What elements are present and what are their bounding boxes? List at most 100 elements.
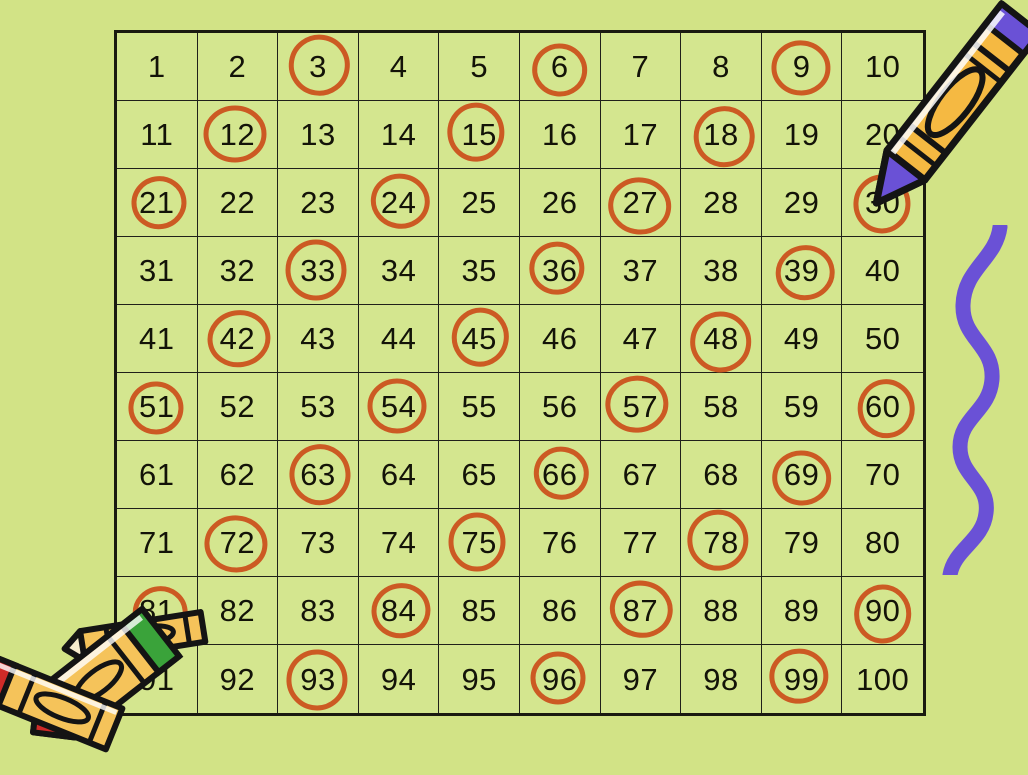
- chart-cell[interactable]: 86: [519, 577, 601, 645]
- chart-cell[interactable]: 100: [842, 645, 923, 713]
- chart-cell[interactable]: 61: [117, 441, 198, 509]
- chart-cell[interactable]: 44: [358, 305, 440, 373]
- chart-cell[interactable]: 93: [278, 645, 359, 713]
- chart-cell[interactable]: 97: [600, 645, 682, 713]
- chart-cell[interactable]: 19: [761, 101, 843, 169]
- chart-cell[interactable]: 23: [278, 169, 359, 237]
- chart-cell[interactable]: 70: [842, 441, 923, 509]
- chart-cell[interactable]: 59: [761, 373, 843, 441]
- chart-cell[interactable]: 79: [761, 509, 843, 577]
- chart-cell[interactable]: 31: [117, 237, 198, 305]
- chart-cell[interactable]: 33: [278, 237, 359, 305]
- chart-cell[interactable]: 42: [197, 305, 279, 373]
- chart-cell[interactable]: 63: [278, 441, 359, 509]
- chart-cell[interactable]: 46: [519, 305, 601, 373]
- chart-cell[interactable]: 56: [519, 373, 601, 441]
- chart-cell[interactable]: 83: [278, 577, 359, 645]
- chart-cell[interactable]: 64: [358, 441, 440, 509]
- chart-cell[interactable]: 17: [600, 101, 682, 169]
- chart-cell[interactable]: 90: [842, 577, 923, 645]
- chart-cell[interactable]: 69: [761, 441, 843, 509]
- chart-cell[interactable]: 14: [358, 101, 440, 169]
- chart-cell[interactable]: 48: [681, 305, 762, 373]
- chart-cell[interactable]: 78: [681, 509, 762, 577]
- chart-cell[interactable]: 67: [600, 441, 682, 509]
- chart-cell[interactable]: 39: [761, 237, 843, 305]
- chart-cell[interactable]: 71: [117, 509, 198, 577]
- chart-cell[interactable]: 96: [519, 645, 601, 713]
- chart-cell[interactable]: 62: [197, 441, 279, 509]
- chart-cell[interactable]: 36: [519, 237, 601, 305]
- chart-cell[interactable]: 54: [358, 373, 440, 441]
- chart-cell[interactable]: 68: [681, 441, 762, 509]
- chart-cell[interactable]: 37: [600, 237, 682, 305]
- chart-cell[interactable]: 13: [278, 101, 359, 169]
- chart-cell[interactable]: 53: [278, 373, 359, 441]
- chart-cell[interactable]: 18: [681, 101, 762, 169]
- chart-cell[interactable]: 16: [519, 101, 601, 169]
- chart-cell[interactable]: 26: [519, 169, 601, 237]
- chart-cell[interactable]: 52: [197, 373, 279, 441]
- chart-cell[interactable]: 82: [197, 577, 279, 645]
- chart-cell[interactable]: 12: [197, 101, 279, 169]
- chart-cell[interactable]: 50: [842, 305, 923, 373]
- chart-cell[interactable]: 49: [761, 305, 843, 373]
- chart-cell[interactable]: 94: [358, 645, 440, 713]
- chart-cell[interactable]: 38: [681, 237, 762, 305]
- chart-cell[interactable]: 91: [117, 645, 198, 713]
- chart-cell[interactable]: 95: [439, 645, 520, 713]
- chart-cell[interactable]: 99: [761, 645, 843, 713]
- chart-cell[interactable]: 21: [117, 169, 198, 237]
- chart-cell[interactable]: 41: [117, 305, 198, 373]
- chart-cell[interactable]: 75: [439, 509, 520, 577]
- chart-cell[interactable]: 76: [519, 509, 601, 577]
- chart-cell[interactable]: 43: [278, 305, 359, 373]
- chart-cell[interactable]: 34: [358, 237, 440, 305]
- chart-cell[interactable]: 77: [600, 509, 682, 577]
- chart-cell[interactable]: 87: [600, 577, 682, 645]
- chart-cell[interactable]: 84: [358, 577, 440, 645]
- chart-cell[interactable]: 1: [117, 33, 198, 101]
- chart-cell[interactable]: 32: [197, 237, 279, 305]
- chart-cell[interactable]: 58: [681, 373, 762, 441]
- chart-cell[interactable]: 24: [358, 169, 440, 237]
- chart-cell[interactable]: 45: [439, 305, 520, 373]
- chart-cell[interactable]: 57: [600, 373, 682, 441]
- chart-cell[interactable]: 65: [439, 441, 520, 509]
- chart-cell[interactable]: 98: [681, 645, 762, 713]
- chart-cell[interactable]: 25: [439, 169, 520, 237]
- chart-cell[interactable]: 5: [439, 33, 520, 101]
- chart-cell[interactable]: 30: [842, 169, 923, 237]
- chart-cell[interactable]: 88: [681, 577, 762, 645]
- chart-cell[interactable]: 60: [842, 373, 923, 441]
- chart-cell[interactable]: 20: [842, 101, 923, 169]
- chart-cell[interactable]: 3: [278, 33, 359, 101]
- chart-cell[interactable]: 9: [761, 33, 843, 101]
- chart-cell[interactable]: 40: [842, 237, 923, 305]
- chart-cell[interactable]: 8: [681, 33, 762, 101]
- chart-cell[interactable]: 55: [439, 373, 520, 441]
- chart-cell[interactable]: 51: [117, 373, 198, 441]
- chart-cell[interactable]: 28: [681, 169, 762, 237]
- chart-cell[interactable]: 27: [600, 169, 682, 237]
- chart-cell[interactable]: 4: [358, 33, 440, 101]
- chart-cell[interactable]: 85: [439, 577, 520, 645]
- chart-cell[interactable]: 73: [278, 509, 359, 577]
- chart-cell[interactable]: 47: [600, 305, 682, 373]
- chart-cell[interactable]: 6: [519, 33, 601, 101]
- chart-cell[interactable]: 72: [197, 509, 279, 577]
- chart-cell[interactable]: 89: [761, 577, 843, 645]
- chart-cell[interactable]: 10: [842, 33, 923, 101]
- chart-cell[interactable]: 92: [197, 645, 279, 713]
- chart-cell[interactable]: 74: [358, 509, 440, 577]
- chart-cell[interactable]: 35: [439, 237, 520, 305]
- chart-cell[interactable]: 15: [439, 101, 520, 169]
- chart-cell[interactable]: 2: [197, 33, 279, 101]
- chart-cell[interactable]: 11: [117, 101, 198, 169]
- chart-cell[interactable]: 81: [117, 577, 198, 645]
- chart-cell[interactable]: 7: [600, 33, 682, 101]
- chart-cell[interactable]: 66: [519, 441, 601, 509]
- chart-cell[interactable]: 80: [842, 509, 923, 577]
- chart-cell[interactable]: 29: [761, 169, 843, 237]
- chart-cell[interactable]: 22: [197, 169, 279, 237]
